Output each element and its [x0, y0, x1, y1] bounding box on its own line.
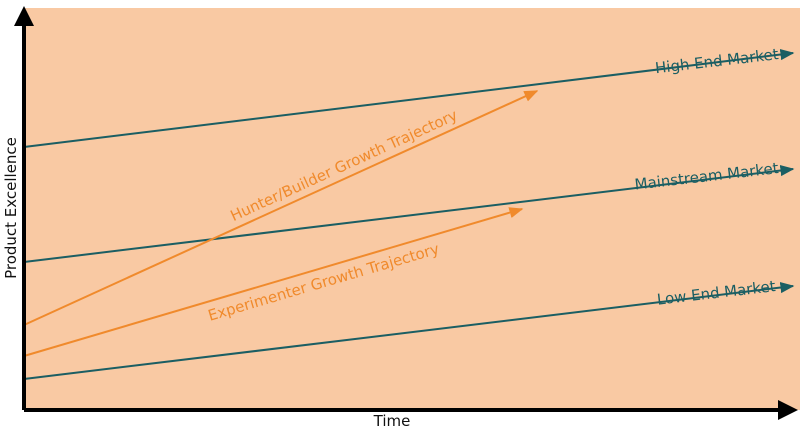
low-end-market-line	[23, 281, 795, 380]
x-axis-label: Time	[373, 412, 411, 430]
hunter-builder-trajectory-line	[23, 90, 539, 326]
diagram-background	[24, 8, 800, 410]
y-axis-label: Product Excellence	[2, 137, 20, 279]
mainstream-market-line	[23, 164, 795, 263]
high-end-market-line	[23, 48, 795, 148]
experimenter-trajectory-line	[23, 207, 524, 357]
